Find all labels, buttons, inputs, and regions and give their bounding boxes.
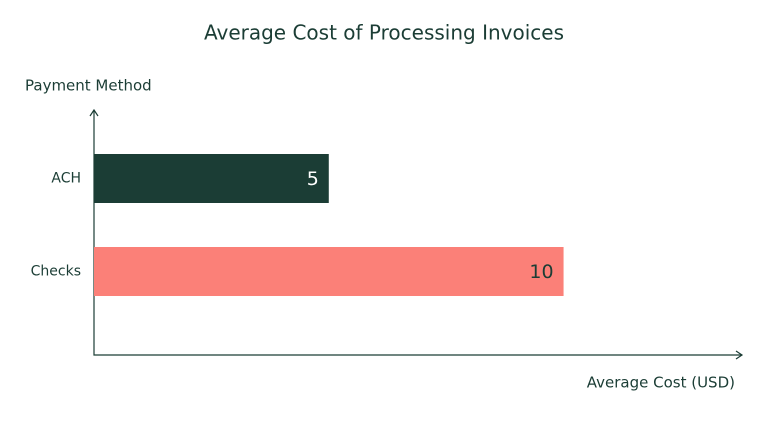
y-tick-label: Checks	[31, 264, 81, 280]
chart-title: Average Cost of Processing Invoices	[204, 21, 564, 45]
value-label: 10	[529, 261, 553, 283]
axis-arrows	[89, 108, 744, 360]
x-axis-title: Average Cost (USD)	[587, 374, 735, 392]
axes	[93, 110, 742, 356]
y-axis-title: Payment Method	[25, 77, 152, 95]
bar	[94, 247, 564, 296]
value-label: 5	[307, 168, 319, 190]
y-tick-label: ACH	[51, 171, 81, 187]
bar	[94, 154, 329, 203]
